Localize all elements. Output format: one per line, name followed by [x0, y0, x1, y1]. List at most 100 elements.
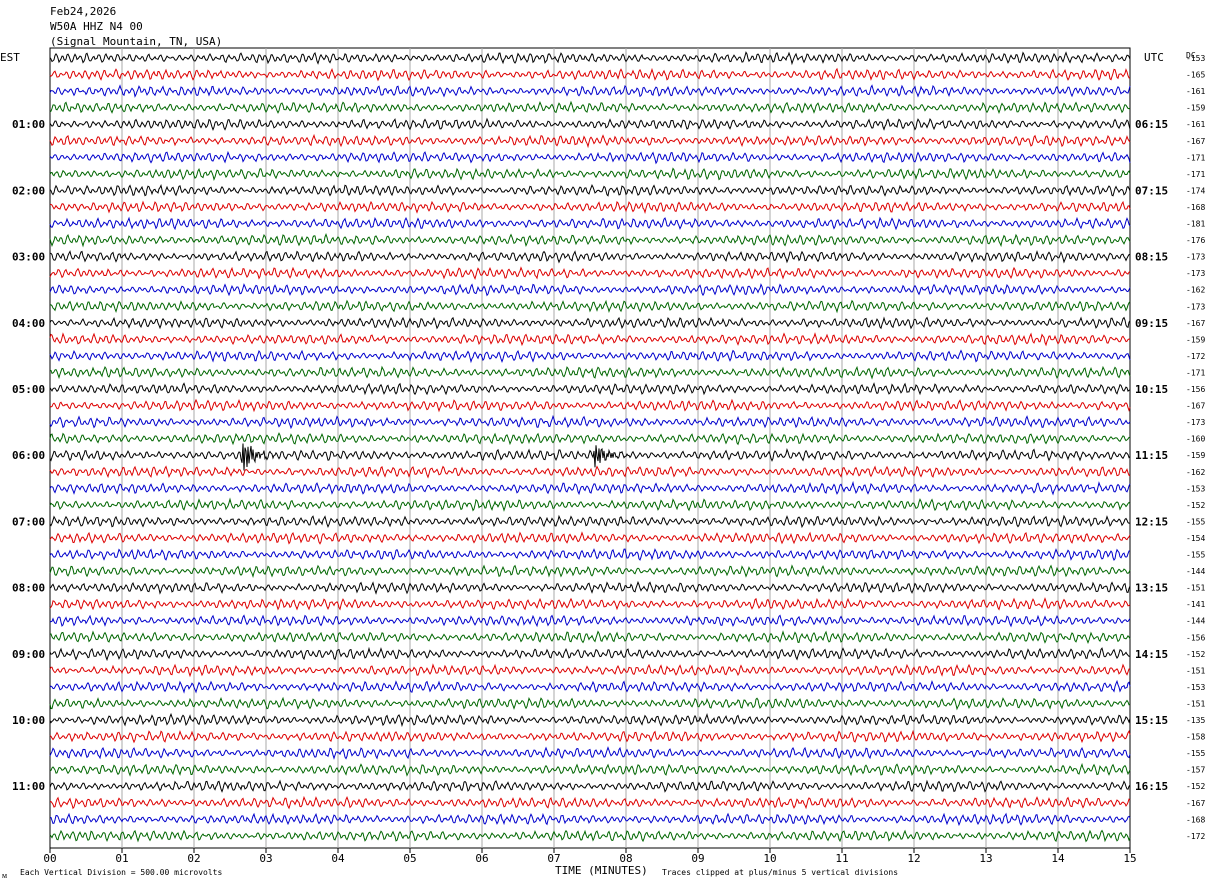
dc-offset-label: -135	[1186, 716, 1205, 725]
right-hour-label: 09:15	[1135, 317, 1168, 330]
x-tick-label: 14	[1051, 852, 1065, 865]
right-hour-label: 15:15	[1135, 714, 1168, 727]
trace-line	[49, 216, 1131, 231]
left-hour-label: 04:00	[12, 317, 45, 330]
dc-offset-label: -141	[1186, 600, 1205, 609]
left-hour-label: 05:00	[12, 383, 45, 396]
trace-line	[49, 597, 1131, 611]
dc-offset-label: -171	[1186, 153, 1205, 162]
trace-line	[49, 663, 1131, 678]
trace-line	[49, 531, 1131, 545]
trace-line	[49, 100, 1131, 115]
trace-line	[49, 67, 1131, 82]
trace-line	[49, 299, 1131, 314]
left-hour-label: 01:00	[12, 118, 45, 131]
left-hour-label: 03:00	[12, 251, 45, 264]
x-tick-label: 15	[1123, 852, 1136, 865]
right-hour-label: 12:15	[1135, 515, 1168, 528]
trace-line	[49, 630, 1131, 644]
dc-offset-label: -155	[1186, 551, 1205, 560]
corner-mark: ᴍ	[2, 871, 7, 880]
dc-offset-label: -151	[1186, 699, 1205, 708]
trace-line	[49, 729, 1131, 744]
right-hour-label: 13:15	[1135, 582, 1168, 595]
dc-offset-label: -176	[1186, 236, 1205, 245]
trace-line	[49, 133, 1131, 149]
trace-line	[49, 614, 1131, 628]
trace-line	[49, 795, 1131, 810]
trace-line	[49, 200, 1131, 215]
dc-offset-label: -155	[1186, 517, 1205, 526]
plot-frame	[49, 47, 1131, 849]
dc-offset-label: -153	[1186, 484, 1205, 493]
left-timezone-label: EST	[0, 51, 20, 64]
right-hour-label: 16:15	[1135, 780, 1168, 793]
x-tick-label: 10	[763, 852, 776, 865]
x-tick-label: 08	[619, 852, 632, 865]
clip-note: Traces clipped at plus/minus 5 vertical …	[662, 868, 898, 877]
dc-offset-label: -171	[1186, 368, 1205, 377]
dc-offset-label: -159	[1186, 104, 1205, 113]
trace-line	[49, 443, 1131, 471]
dc-offset-label: -173	[1186, 418, 1205, 427]
trace-line	[49, 548, 1131, 561]
dc-offset-label: -167	[1186, 319, 1205, 328]
trace-line	[49, 332, 1131, 347]
dc-offset-label: -156	[1186, 385, 1205, 394]
dc-offset-label: -173	[1186, 269, 1205, 278]
x-axis-title: TIME (MINUTES)	[555, 864, 648, 877]
trace-line	[49, 646, 1131, 662]
trace-line	[49, 84, 1131, 98]
trace-line	[49, 497, 1131, 512]
dc-offset-label: -159	[1186, 335, 1205, 344]
x-tick-label: 12	[907, 852, 920, 865]
trace-line	[49, 564, 1131, 579]
dc-offset-label: -161	[1186, 87, 1205, 96]
right-hour-label: 07:15	[1135, 184, 1168, 197]
x-tick-label: 04	[331, 852, 345, 865]
dc-offset-label: -153	[1186, 54, 1205, 63]
trace-line	[49, 580, 1131, 595]
trace-line	[49, 679, 1131, 694]
trace-line	[49, 480, 1131, 496]
trace-line	[49, 696, 1131, 711]
dc-offset-label: -156	[1186, 633, 1205, 642]
trace-line	[49, 167, 1131, 181]
left-hour-label: 11:00	[12, 780, 45, 793]
dc-offset-label: -157	[1186, 766, 1205, 775]
trace-line	[49, 398, 1131, 413]
dc-offset-label: -181	[1186, 220, 1205, 229]
left-hour-label: 08:00	[12, 582, 45, 595]
trace-line	[49, 183, 1131, 197]
left-hour-label: 06:00	[12, 449, 45, 462]
dc-offset-label: -167	[1186, 137, 1205, 146]
trace-line	[49, 316, 1131, 330]
trace-line	[49, 382, 1131, 396]
trace-line	[49, 746, 1131, 760]
x-tick-label: 13	[979, 852, 992, 865]
header-location: (Signal Mountain, TN, USA)	[50, 35, 223, 48]
scale-note: Each Vertical Division = 500.00 microvol…	[20, 868, 222, 877]
x-tick-label: 05	[403, 852, 416, 865]
right-hour-label: 10:15	[1135, 383, 1168, 396]
trace-line	[49, 283, 1131, 297]
dc-offset-label: -152	[1186, 782, 1205, 791]
dc-offset-label: -168	[1186, 203, 1205, 212]
dc-offset-label: -152	[1186, 650, 1205, 659]
dc-offset-label: -172	[1186, 352, 1205, 361]
trace-line	[49, 266, 1131, 280]
trace-line	[49, 432, 1131, 446]
right-hour-label: 14:15	[1135, 648, 1168, 661]
dc-offset-label: -144	[1186, 617, 1205, 626]
trace-line	[50, 250, 1131, 264]
dc-offset-label: -161	[1186, 120, 1205, 129]
left-hour-label: 07:00	[12, 515, 45, 528]
trace-line	[49, 365, 1131, 380]
dc-offset-label: -173	[1186, 302, 1205, 311]
dc-offset-label: -160	[1186, 435, 1205, 444]
x-tick-label: 11	[835, 852, 848, 865]
dc-offset-label: -153	[1186, 683, 1205, 692]
dc-offset-label: -162	[1186, 286, 1205, 295]
trace-line	[49, 712, 1131, 728]
dc-offset-label: -165	[1186, 71, 1205, 80]
